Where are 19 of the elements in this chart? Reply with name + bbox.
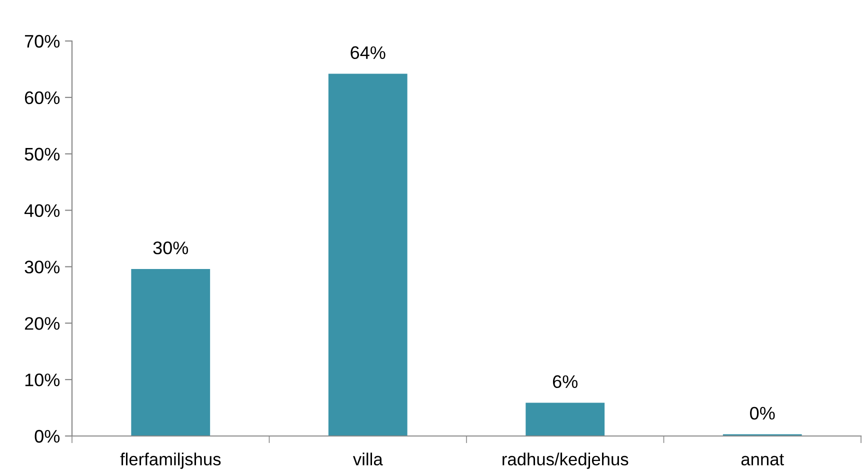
y-tick-label: 30%	[24, 260, 60, 274]
bar	[131, 268, 210, 436]
bar	[526, 402, 605, 436]
data-label: 64%	[350, 46, 386, 60]
bar	[328, 74, 408, 436]
x-tick-label: radhus/kedjehus	[502, 452, 628, 469]
x-tick-label: villa	[352, 452, 383, 466]
y-tick-label: 40%	[24, 204, 60, 218]
y-tick-label: 20%	[24, 317, 60, 330]
data-label: 30%	[153, 242, 188, 254]
x-tick-label: flerfamiljshus	[120, 452, 221, 469]
y-tick-label: 60%	[24, 91, 60, 104]
data-label: 6%	[552, 375, 578, 388]
y-tick-label: 50%	[24, 148, 60, 161]
y-tick-label: 0%	[34, 430, 60, 443]
x-tick-label: annat	[741, 454, 784, 466]
data-label: 0%	[750, 406, 775, 420]
y-tick-label: 10%	[25, 374, 60, 386]
y-tick-label: 70%	[24, 34, 60, 48]
